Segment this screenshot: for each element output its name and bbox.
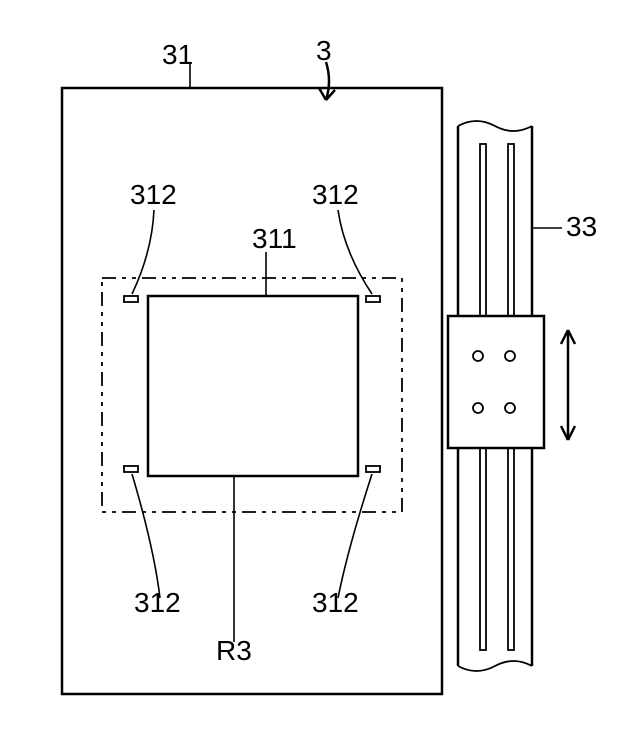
diagram-canvas: 3 31 311 312 312 312 312 R3 33 xyxy=(0,0,640,729)
label-body: 31 xyxy=(162,39,193,70)
label-corner-tr: 312 xyxy=(312,179,359,210)
label-corner-br: 312 xyxy=(312,587,359,618)
rail-block xyxy=(448,316,544,448)
label-plate: 311 xyxy=(252,223,297,254)
label-corner-tl: 312 xyxy=(130,179,177,210)
label-corner-bl: 312 xyxy=(134,587,181,618)
label-region: R3 xyxy=(216,635,252,666)
label-rail: 33 xyxy=(566,211,597,242)
label-assembly: 3 xyxy=(316,35,332,66)
